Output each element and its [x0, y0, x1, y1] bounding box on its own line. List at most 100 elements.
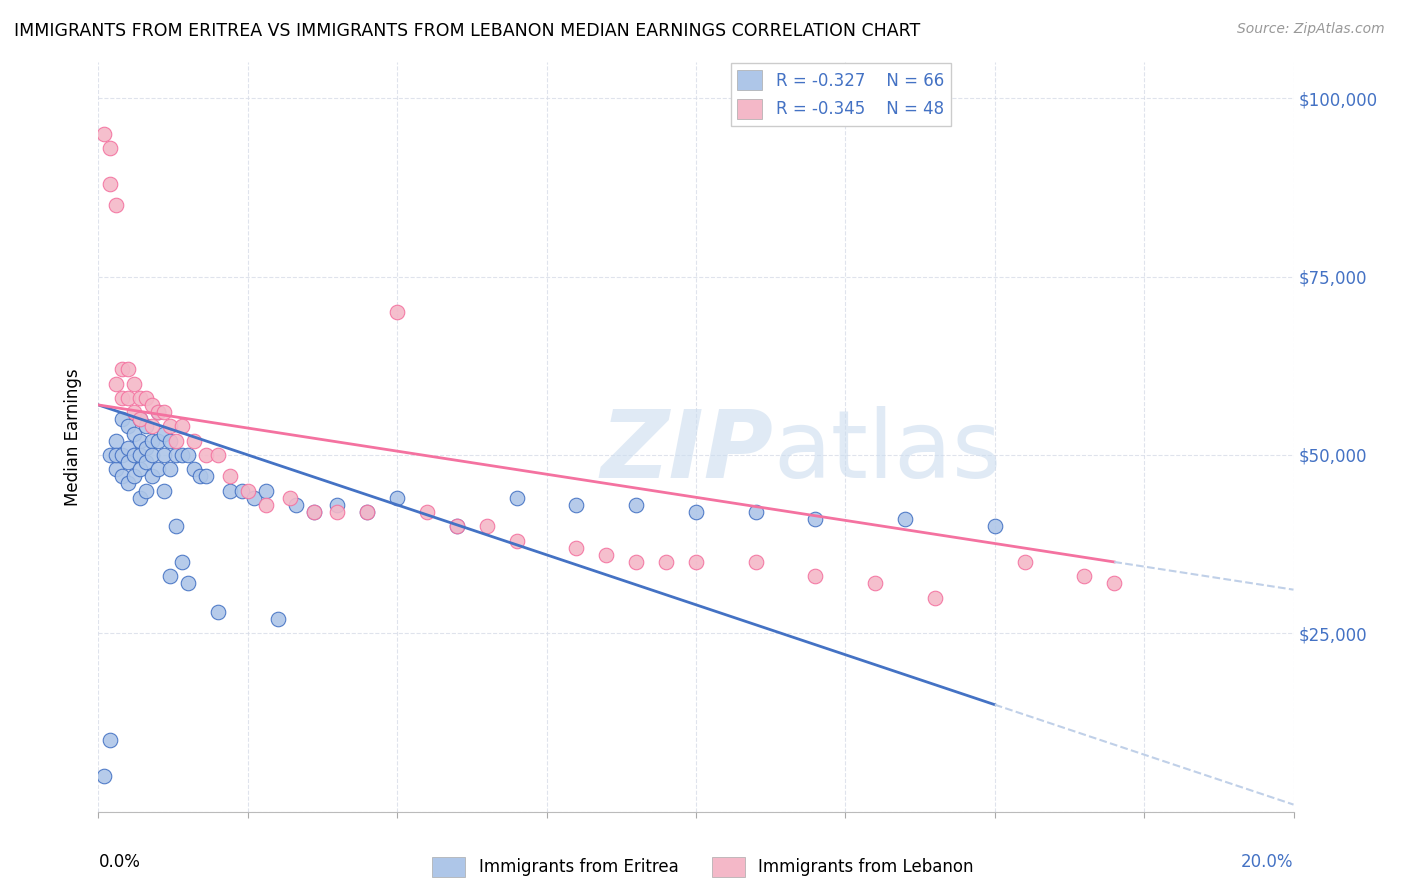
Point: [111, 469, 134, 483]
Point: [626, 555, 648, 569]
Point: [745, 505, 768, 519]
Point: [141, 448, 163, 462]
Text: 20.0%: 20.0%: [1241, 853, 1294, 871]
Point: [284, 498, 307, 512]
Point: [236, 483, 259, 498]
Point: [135, 391, 157, 405]
Text: IMMIGRANTS FROM ERITREA VS IMMIGRANTS FROM LEBANON MEDIAN EARNINGS CORRELATION C: IMMIGRANTS FROM ERITREA VS IMMIGRANTS FR…: [14, 22, 921, 40]
Point: [124, 376, 146, 391]
Point: [129, 412, 152, 426]
Y-axis label: Median Earnings: Median Earnings: [65, 368, 83, 506]
Point: [117, 391, 139, 405]
Point: [685, 505, 707, 519]
Point: [111, 412, 134, 426]
Point: [356, 505, 378, 519]
Text: ZIP: ZIP: [600, 406, 773, 498]
Point: [153, 448, 176, 462]
Point: [655, 555, 678, 569]
Point: [129, 412, 152, 426]
Point: [124, 426, 146, 441]
Point: [165, 448, 187, 462]
Point: [141, 398, 163, 412]
Point: [416, 505, 439, 519]
Point: [565, 541, 588, 555]
Point: [172, 419, 194, 434]
Point: [446, 519, 468, 533]
Point: [111, 448, 134, 462]
Point: [148, 462, 170, 476]
Point: [98, 141, 122, 155]
Point: [804, 512, 827, 526]
Point: [148, 405, 170, 419]
Point: [159, 419, 181, 434]
Point: [302, 505, 325, 519]
Text: atlas: atlas: [773, 406, 1002, 498]
Point: [183, 462, 205, 476]
Point: [446, 519, 468, 533]
Point: [183, 434, 205, 448]
Point: [984, 519, 1007, 533]
Point: [506, 533, 529, 548]
Point: [195, 448, 218, 462]
Point: [326, 505, 349, 519]
Point: [894, 512, 917, 526]
Text: Source: ZipAtlas.com: Source: ZipAtlas.com: [1237, 22, 1385, 37]
Point: [117, 419, 139, 434]
Point: [804, 569, 827, 583]
Point: [117, 455, 139, 469]
Point: [141, 434, 163, 448]
Point: [148, 434, 170, 448]
Point: [195, 469, 218, 483]
Point: [124, 448, 146, 462]
Point: [745, 555, 768, 569]
Point: [98, 177, 122, 191]
Point: [177, 448, 200, 462]
Point: [105, 198, 128, 212]
Point: [159, 569, 181, 583]
Point: [188, 469, 211, 483]
Point: [219, 483, 242, 498]
Point: [924, 591, 946, 605]
Point: [129, 434, 152, 448]
Point: [595, 548, 617, 562]
Point: [93, 769, 115, 783]
Point: [385, 305, 409, 319]
Point: [475, 519, 498, 533]
Point: [141, 469, 163, 483]
Point: [129, 391, 152, 405]
Point: [124, 469, 146, 483]
Point: [111, 391, 134, 405]
Point: [153, 483, 176, 498]
Point: [111, 362, 134, 376]
Point: [129, 491, 152, 505]
Point: [98, 733, 122, 747]
Point: [117, 441, 139, 455]
Point: [254, 483, 277, 498]
Point: [207, 605, 229, 619]
Point: [172, 555, 194, 569]
Point: [243, 491, 266, 505]
Point: [117, 362, 139, 376]
Point: [159, 462, 181, 476]
Point: [141, 419, 163, 434]
Legend: Immigrants from Eritrea, Immigrants from Lebanon: Immigrants from Eritrea, Immigrants from…: [426, 850, 980, 884]
Point: [105, 462, 128, 476]
Point: [153, 405, 176, 419]
Point: [506, 491, 529, 505]
Point: [135, 441, 157, 455]
Text: 0.0%: 0.0%: [98, 853, 141, 871]
Point: [159, 434, 181, 448]
Point: [626, 498, 648, 512]
Point: [231, 483, 253, 498]
Point: [105, 376, 128, 391]
Point: [1073, 569, 1095, 583]
Point: [98, 448, 122, 462]
Point: [254, 498, 277, 512]
Point: [135, 483, 157, 498]
Point: [105, 448, 128, 462]
Point: [267, 612, 290, 626]
Point: [124, 405, 146, 419]
Point: [565, 498, 588, 512]
Point: [326, 498, 349, 512]
Point: [177, 576, 200, 591]
